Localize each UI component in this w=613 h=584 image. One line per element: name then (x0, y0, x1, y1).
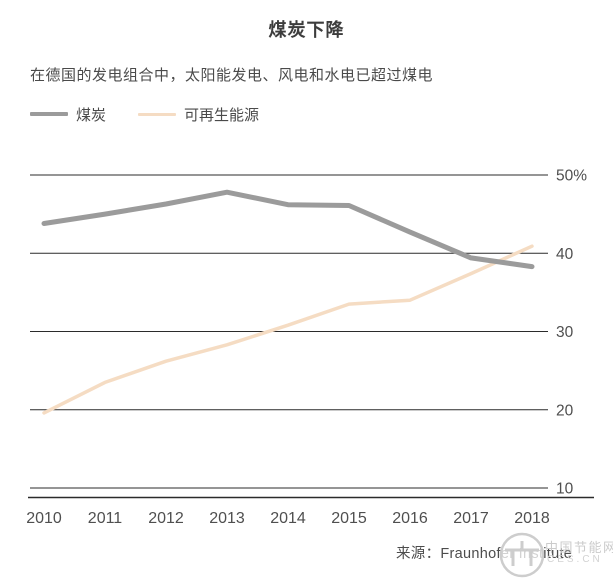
renewables-line-swatch (138, 112, 177, 116)
legend-label-coal: 煤炭 (76, 106, 107, 124)
svg-text:2015: 2015 (331, 510, 367, 527)
svg-text:40: 40 (556, 246, 574, 263)
chart-title: 煤炭下降 (268, 20, 345, 40)
svg-text:2017: 2017 (453, 510, 489, 527)
svg-text:10: 10 (556, 481, 574, 498)
svg-text:2016: 2016 (392, 510, 428, 527)
svg-text:20: 20 (556, 402, 574, 419)
svg-text:2012: 2012 (148, 510, 184, 527)
legend-item-coal: 煤炭 (30, 104, 106, 125)
watermark: 中国节能网 CES.CN (496, 530, 613, 582)
coal-line-swatch (30, 112, 68, 116)
watermark-name: 中国节能网 (545, 540, 613, 555)
svg-text:2018: 2018 (514, 510, 550, 527)
svg-text:30: 30 (556, 324, 574, 341)
legend-item-renewables: 可再生能源 (138, 104, 259, 125)
svg-text:2011: 2011 (88, 510, 123, 527)
svg-text:2010: 2010 (26, 510, 62, 527)
watermark-logo-icon (499, 532, 545, 578)
svg-text:50%: 50% (556, 168, 587, 185)
watermark-domain: CES.CN (547, 554, 603, 565)
svg-text:2014: 2014 (270, 510, 306, 527)
chart-subtitle: 在德国的发电组合中，太阳能发电、风电和水电已超过煤电 (30, 67, 434, 84)
legend-label-renewables: 可再生能源 (184, 106, 260, 124)
chart-legend: 煤炭 可再生能源 (30, 104, 259, 124)
svg-text:2013: 2013 (209, 510, 245, 527)
